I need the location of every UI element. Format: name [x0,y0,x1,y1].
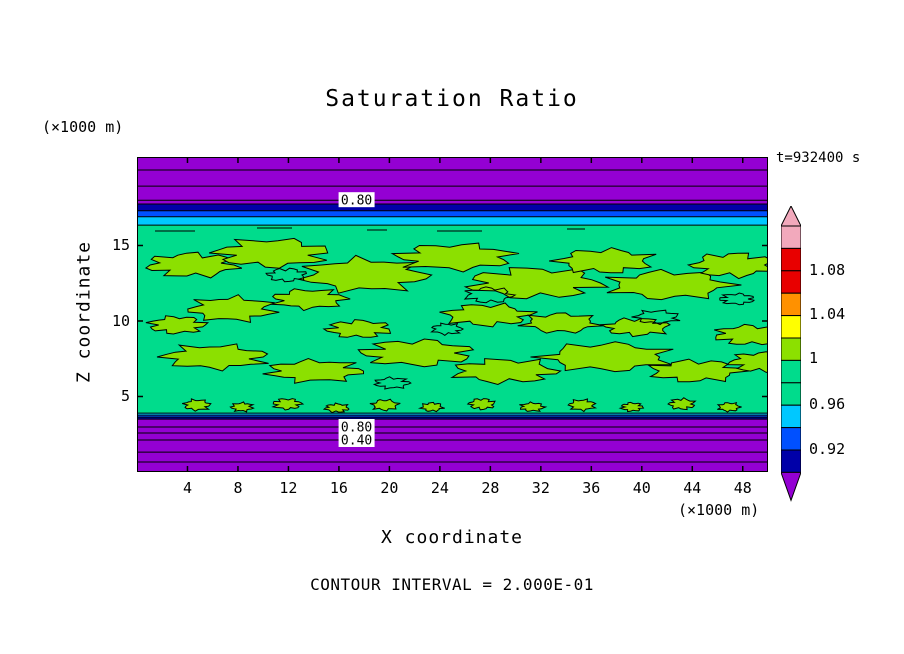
y-axis-unit: (×1000 m) [42,118,124,136]
timestamp-label: t=932400 s [776,150,861,166]
x-tick-label: 12 [279,479,298,497]
colorbar [781,206,801,502]
x-tick-label: 4 [182,479,192,497]
x-tick-label: 16 [329,479,348,497]
colorbar-segment [781,427,801,451]
colorbar-segment [781,449,801,473]
colorbar-tick-label: 1.08 [809,261,846,279]
contour-plot-area: 0.800.800.40 [137,157,768,472]
contour-label-box [338,192,375,208]
colorbar-segment [781,337,801,361]
colorbar-tick-label: 1 [809,349,819,367]
y-tick-label: 5 [120,387,130,406]
colorbar-segment [781,247,801,272]
x-tick-label: 40 [632,479,651,497]
x-tick-label: 32 [531,479,550,497]
chart-title: Saturation Ratio [325,86,579,112]
field-band [137,157,768,205]
x-axis-unit: (×1000 m) [678,501,760,519]
x-tick-label: 20 [380,479,399,497]
contour-interval-note: CONTOUR INTERVAL = 2.000E-01 [310,575,594,594]
x-axis-label: X coordinate [380,527,524,548]
colorbar-tick-label: 0.96 [809,395,846,413]
field-band [137,216,768,226]
colorbar-arrow-bottom [781,471,801,502]
colorbar-tick-label: 1.04 [809,305,846,323]
y-tick-label: 10 [111,311,130,330]
y-tick-label: 15 [111,236,130,255]
y-axis-label: Z coordinate [73,240,95,384]
x-tick-label: 36 [582,479,601,497]
colorbar-segment [781,404,801,429]
contour-label: 0.40 [341,433,372,448]
field-band [137,203,768,212]
colorbar-segment [781,359,801,384]
contour-label: 0.80 [341,194,372,209]
colorbar-segment [781,225,801,249]
x-tick-label: 44 [683,479,702,497]
colorbar-segment [781,270,801,294]
field-band [137,417,768,420]
x-tick-label: 28 [481,479,500,497]
contour-blobs [144,227,768,414]
colorbar-segment [781,315,801,339]
x-tick-label: 24 [430,479,449,497]
contour-label-box [338,431,375,447]
colorbar-arrow-top [781,206,801,227]
field-band [137,419,768,472]
contour-label: 0.80 [341,421,372,436]
x-tick-label: 48 [733,479,752,497]
field-band [137,415,768,418]
colorbar-segment [781,382,801,406]
field-band [137,210,768,218]
colorbar-segment [781,292,801,317]
field-band [137,413,768,416]
contour-label-box [338,419,375,434]
x-tick-label: 8 [233,479,243,497]
colorbar-tick-label: 0.92 [809,440,846,458]
